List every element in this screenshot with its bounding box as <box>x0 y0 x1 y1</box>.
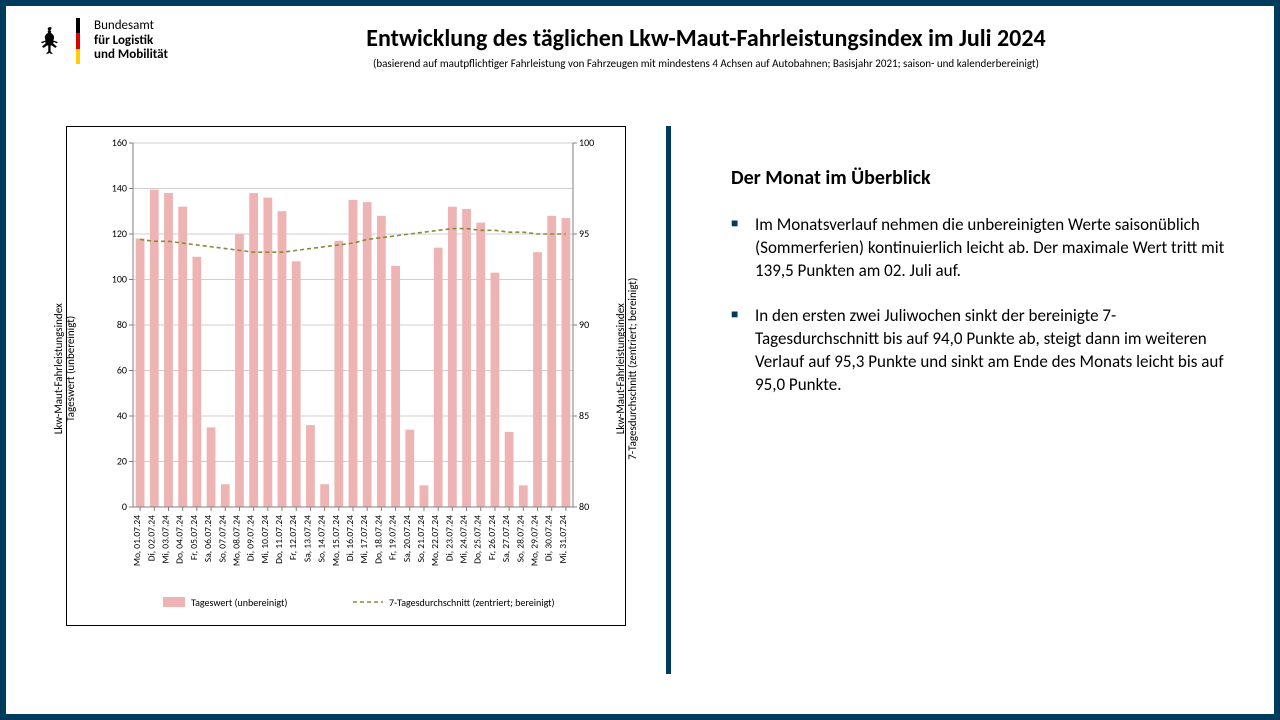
svg-text:Do, 18.07.24: Do, 18.07.24 <box>372 515 384 564</box>
svg-text:100: 100 <box>579 137 594 149</box>
svg-text:Di, 23.07.24: Di, 23.07.24 <box>443 515 455 561</box>
svg-text:Di, 16.07.24: Di, 16.07.24 <box>344 515 356 561</box>
overview-list: Im Monatsverlauf nehmen die unbereinigte… <box>731 214 1234 397</box>
svg-text:Fr, 19.07.24: Fr, 19.07.24 <box>387 515 399 560</box>
page-subtitle: (basierend auf mautpflichtiger Fahrleist… <box>168 57 1244 70</box>
svg-text:Mo, 29.07.24: Mo, 29.07.24 <box>529 515 541 566</box>
svg-text:Mo, 15.07.24: Mo, 15.07.24 <box>330 515 342 566</box>
svg-text:140: 140 <box>112 182 127 195</box>
logo-line: und Mobilität <box>94 47 168 62</box>
chart-svg: 0 20 40 60 80 100 120 140 160 80 85 90 95 100 Mo, 01.0… <box>73 137 619 619</box>
content: Lkw-Maut-FahrleistungsindexTageswert (un… <box>66 126 1234 674</box>
svg-text:80: 80 <box>117 318 127 331</box>
logo-line: Bundesamt <box>94 18 154 33</box>
svg-text:Mo, 08.07.24: Mo, 08.07.24 <box>230 515 242 566</box>
svg-text:Sa, 27.07.24: Sa, 27.07.24 <box>500 515 512 562</box>
svg-text:Do, 11.07.24: Do, 11.07.24 <box>273 515 285 564</box>
header: Bundesamt für Logistik und Mobilität Ent… <box>36 18 1244 70</box>
overview-heading: Der Monat im Überblick <box>731 166 1234 190</box>
svg-text:So, 07.07.24: So, 07.07.24 <box>216 515 228 563</box>
svg-text:Di, 09.07.24: Di, 09.07.24 <box>245 515 257 561</box>
svg-text:Mo, 22.07.24: Mo, 22.07.24 <box>429 515 441 566</box>
svg-text:Mi, 31.07.24: Mi, 31.07.24 <box>557 515 569 564</box>
svg-text:Mi, 03.07.24: Mi, 03.07.24 <box>159 515 171 564</box>
svg-text:100: 100 <box>112 273 127 286</box>
title-block: Entwicklung des täglichen Lkw-Maut-Fahrl… <box>168 24 1244 70</box>
svg-text:7-Tagesdurchschnitt (zentriert: 7-Tagesdurchschnitt (zentriert; bereinig… <box>389 596 555 609</box>
svg-text:80: 80 <box>579 500 589 513</box>
svg-text:Fr, 05.07.24: Fr, 05.07.24 <box>188 515 200 560</box>
svg-text:Di, 30.07.24: Di, 30.07.24 <box>543 515 555 561</box>
german-flag-stripe <box>76 18 80 64</box>
svg-text:Tageswert (unbereinigt): Tageswert (unbereinigt) <box>191 596 287 609</box>
svg-text:120: 120 <box>112 227 127 240</box>
logo-line: für Logistik <box>94 33 153 48</box>
svg-text:160: 160 <box>112 137 127 149</box>
svg-text:Mi, 10.07.24: Mi, 10.07.24 <box>259 515 271 564</box>
overview-bullet: Im Monatsverlauf nehmen die unbereinigte… <box>731 214 1234 283</box>
overview-panel: Der Monat im Überblick Im Monatsverlauf … <box>666 126 1234 674</box>
svg-text:60: 60 <box>117 364 127 377</box>
svg-text:Fr, 26.07.24: Fr, 26.07.24 <box>486 515 498 560</box>
chart-panel: Lkw-Maut-FahrleistungsindexTageswert (un… <box>66 126 626 626</box>
svg-text:20: 20 <box>117 455 127 468</box>
svg-text:Fr, 12.07.24: Fr, 12.07.24 <box>287 515 299 560</box>
svg-text:Do, 04.07.24: Do, 04.07.24 <box>174 515 186 564</box>
svg-text:Mi, 24.07.24: Mi, 24.07.24 <box>458 515 470 564</box>
overview-bullet: In den ersten zwei Juliwochen sinkt der … <box>731 305 1234 397</box>
svg-text:So, 28.07.24: So, 28.07.24 <box>514 515 526 563</box>
agency-name: Bundesamt für Logistik und Mobilität <box>94 19 168 64</box>
svg-text:Sa, 13.07.24: Sa, 13.07.24 <box>301 515 313 562</box>
svg-text:Sa, 20.07.24: Sa, 20.07.24 <box>401 515 413 562</box>
svg-text:Mi, 17.07.24: Mi, 17.07.24 <box>358 515 370 564</box>
svg-text:95: 95 <box>579 227 589 240</box>
y1-axis-label: Lkw-Maut-FahrleistungsindexTageswert (un… <box>53 303 77 434</box>
svg-text:0: 0 <box>122 500 127 513</box>
svg-text:40: 40 <box>117 409 127 422</box>
svg-text:Di, 02.07.24: Di, 02.07.24 <box>145 515 157 561</box>
svg-text:Sa, 06.07.24: Sa, 06.07.24 <box>202 515 214 562</box>
y2-axis-label: Lkw-Maut-Fahrleistungsindex7-Tagesdurchs… <box>615 278 639 460</box>
page-title: Entwicklung des täglichen Lkw-Maut-Fahrl… <box>168 24 1244 53</box>
eagle-icon <box>36 26 64 56</box>
svg-text:85: 85 <box>579 409 589 422</box>
svg-text:90: 90 <box>579 318 589 331</box>
svg-text:So, 14.07.24: So, 14.07.24 <box>316 515 328 563</box>
agency-logo: Bundesamt für Logistik und Mobilität <box>36 18 168 64</box>
svg-text:So, 21.07.24: So, 21.07.24 <box>415 515 427 563</box>
svg-text:Do, 25.07.24: Do, 25.07.24 <box>472 515 484 564</box>
svg-text:Mo, 01.07.24: Mo, 01.07.24 <box>131 515 143 566</box>
